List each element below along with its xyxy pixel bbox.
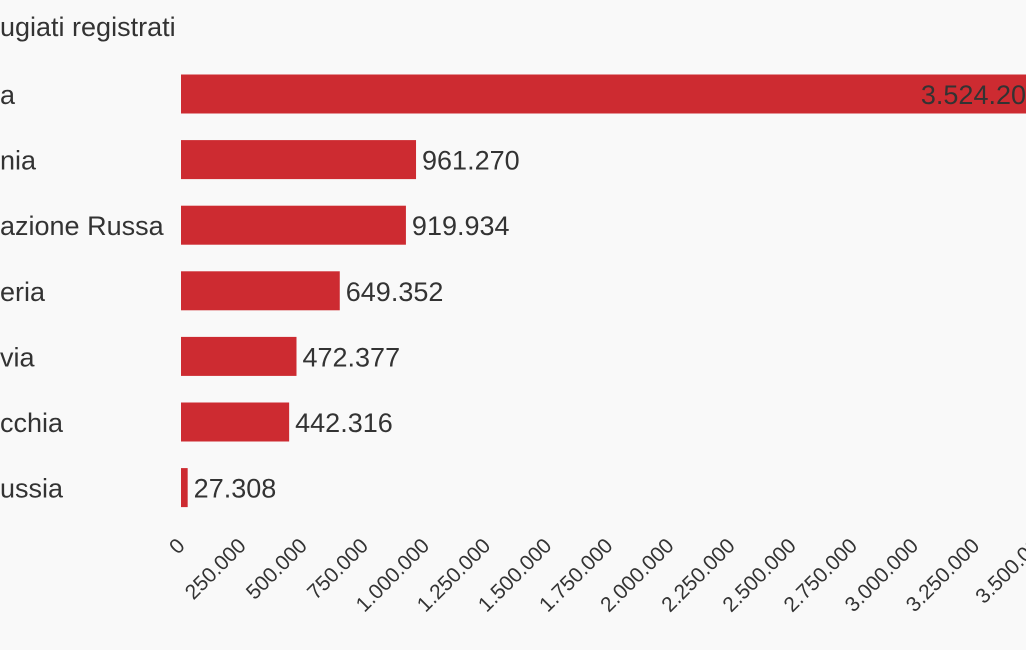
x-tick-label: 3.500.00 (971, 534, 1026, 608)
category-label: azione Russa (0, 211, 165, 241)
bar (181, 468, 188, 508)
chart-title: ugiati registrati (0, 12, 176, 42)
bar (181, 140, 417, 180)
value-label: 472.377 (302, 342, 400, 372)
category-label: ussia (0, 474, 64, 504)
value-label: 27.308 (194, 474, 277, 504)
value-label: 919.934 (412, 211, 510, 241)
value-label: 961.270 (422, 146, 520, 176)
x-tick-label: 500.000 (242, 534, 312, 604)
bar (181, 205, 406, 245)
x-tick-label: 0 (165, 534, 190, 559)
category-label: eria (0, 277, 46, 307)
category-label: cchia (0, 408, 64, 438)
value-label: 649.352 (346, 277, 444, 307)
bar (181, 271, 340, 311)
bar (181, 74, 1026, 114)
category-label: nia (0, 146, 37, 176)
category-label: a (0, 80, 16, 110)
bar (181, 402, 290, 442)
value-label: 3.524.20 (921, 80, 1026, 110)
x-tick-label: 250.000 (181, 534, 251, 604)
bar (181, 336, 297, 376)
value-label: 442.316 (295, 408, 393, 438)
category-label: via (0, 342, 35, 372)
